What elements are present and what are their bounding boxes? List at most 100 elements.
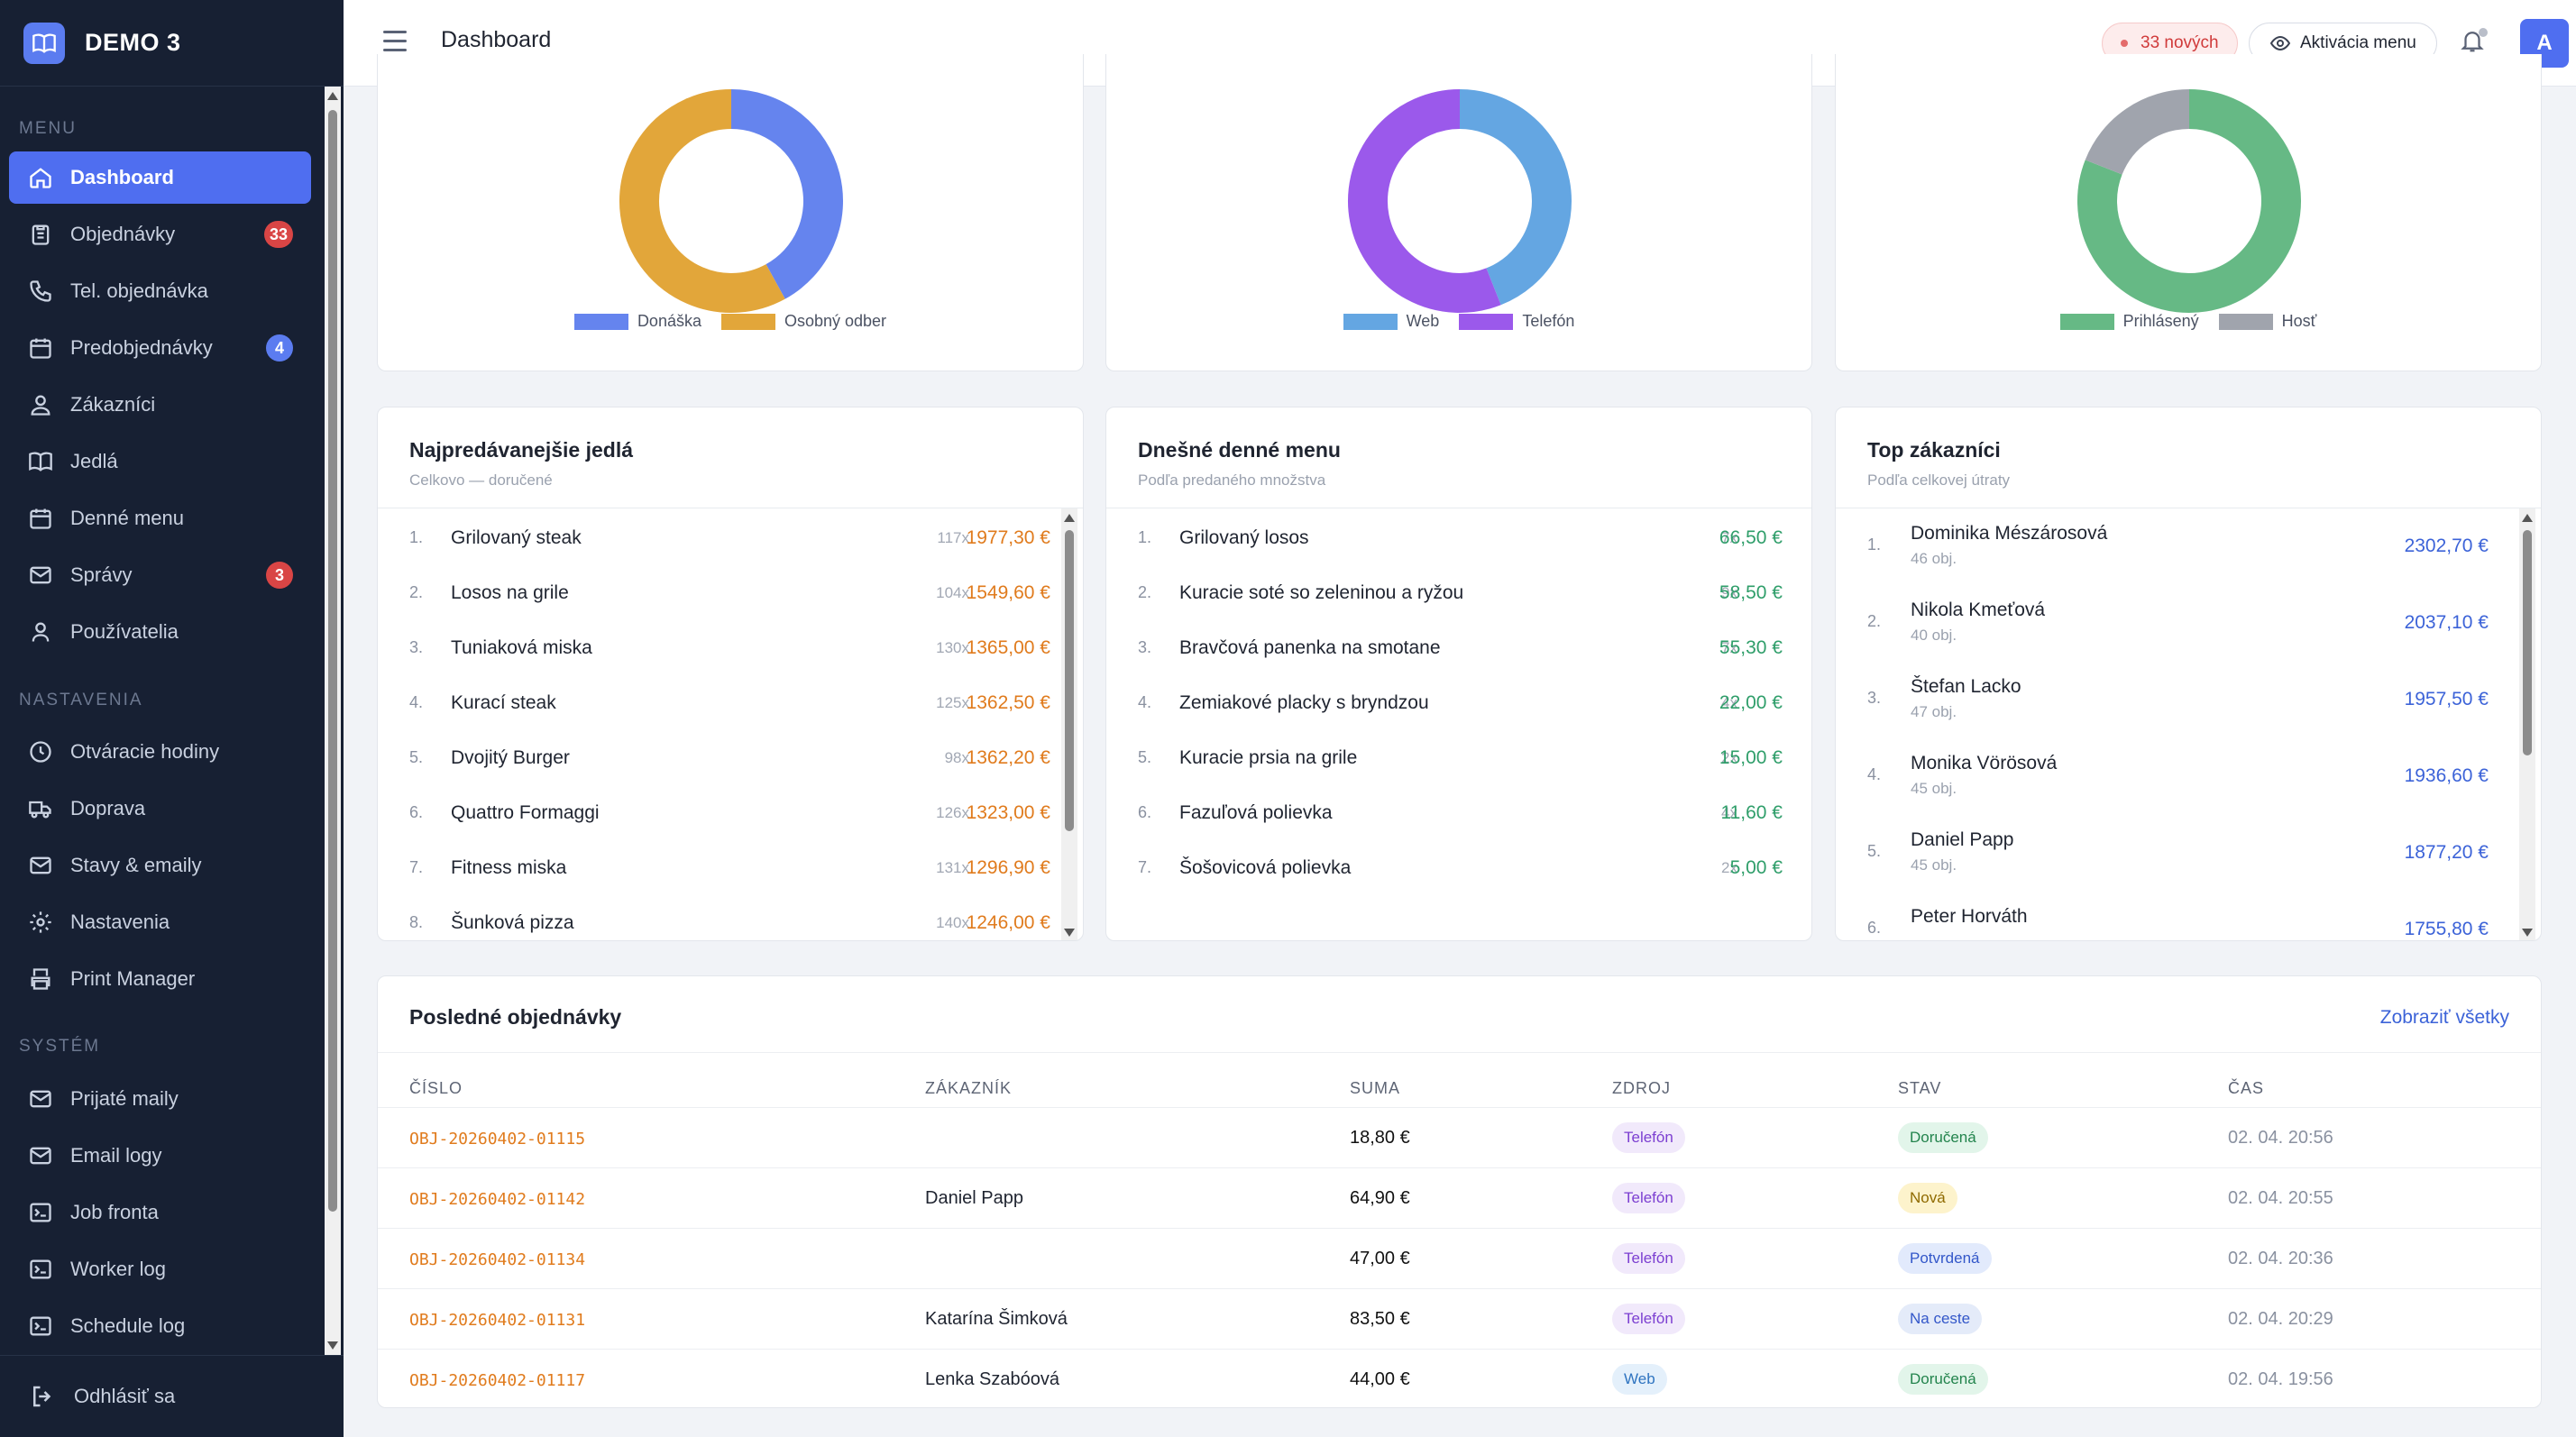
card-subtitle: Celkovo — doručené [409, 471, 553, 489]
sidebar-item-label: Dashboard [70, 166, 174, 188]
scroll-down-arrow-icon[interactable] [2522, 929, 2533, 937]
legend-label: Osobný odber [784, 312, 887, 330]
revenue-amount: 15,00 € [1719, 746, 1783, 768]
sidebar-item-daily-menu[interactable]: Denné menu [9, 492, 311, 545]
order-row[interactable]: OBJ-20260402-01117 Lenka Szabóová 44,00 € W… [378, 1349, 2541, 1407]
sidebar-item-opening-hours[interactable]: Otváracie hodiny [9, 726, 311, 778]
sidebar-item-received-mails[interactable]: Prijaté maily [9, 1073, 311, 1125]
top-dishes-scrollbar[interactable] [1061, 508, 1077, 940]
logout-icon [33, 1386, 51, 1407]
section-label-settings: NASTAVENIA [19, 691, 143, 709]
order-source-badge: Telefón [1612, 1304, 1685, 1334]
show-all-orders-link[interactable]: Zobraziť všetky [2379, 1007, 2509, 1028]
order-sum: 18,80 € [1350, 1128, 1410, 1148]
scroll-down-arrow-icon[interactable] [1064, 929, 1075, 937]
sold-count: 4x [1721, 803, 1737, 821]
customer-spend: 1877,20 € [2404, 842, 2489, 863]
legend-label: Web [1406, 312, 1440, 330]
order-time: 02. 04. 20:36 [2228, 1249, 2333, 1268]
hamburger-menu-icon[interactable] [383, 31, 407, 52]
sidebar-item-settings[interactable]: Nastavenia [9, 896, 311, 948]
rank: 4. [409, 693, 424, 711]
terminal-icon [27, 1199, 54, 1226]
sidebar-item-label: Používatelia [70, 620, 179, 643]
top-customers-card: Top zákazníci Podľa celkovej útraty 1. Do… [1835, 407, 2542, 941]
menu-item-name: Grilovaný losos [1179, 526, 1309, 548]
header-divider [378, 1052, 2541, 1053]
notifications-bell-icon[interactable] [2459, 27, 2489, 58]
sidebar-item-statuses-emails[interactable]: Stavy & emaily [9, 839, 311, 892]
top-customers-scrollbar[interactable] [2519, 508, 2535, 940]
legend: Donáška Osobný odber [378, 312, 1083, 331]
sidebar-item-users[interactable]: Používatelia [9, 606, 311, 658]
phone-icon [27, 278, 54, 305]
card-subtitle: Podľa predaného množstva [1138, 471, 1326, 489]
customer-spend: 2302,70 € [2404, 535, 2489, 556]
sold-count: 104x [936, 583, 969, 601]
sidebar-item-messages[interactable]: Správy 3 [9, 549, 311, 601]
menu-row: 4. Zemiakové placky s bryndzou 4x 22,00 € [1106, 675, 1811, 730]
column-header-customer: ZÁKAZNÍK [925, 1079, 1013, 1097]
recent-orders-card: Posledné objednávky Zobraziť všetky ČÍSL… [377, 975, 2542, 1408]
order-row[interactable]: OBJ-20260402-01142 Daniel Papp 64,90 € Tele… [378, 1167, 2541, 1228]
order-row[interactable]: OBJ-20260402-01134 47,00 € Telefón Potvrden… [378, 1228, 2541, 1288]
order-time: 02. 04. 19:56 [2228, 1369, 2333, 1389]
brand[interactable]: DEMO 3 [0, 0, 344, 87]
sidebar-item-phone-order[interactable]: Tel. objednávka [9, 265, 311, 317]
scroll-up-arrow-icon[interactable] [327, 92, 338, 100]
order-row[interactable]: OBJ-20260402-01131 Katarína Šimková 83,50 … [378, 1288, 2541, 1349]
order-number-link[interactable]: OBJ-20260402-01142 [409, 1190, 586, 1209]
sidebar-item-orders[interactable]: Objednávky 33 [9, 208, 311, 261]
scroll-up-arrow-icon[interactable] [1064, 514, 1075, 522]
order-number-link[interactable]: OBJ-20260402-01134 [409, 1250, 586, 1269]
logout-button[interactable]: Odhlásiť sa [0, 1355, 344, 1437]
sidebar-item-dashboard[interactable]: Dashboard [9, 151, 311, 204]
scrollbar-thumb[interactable] [2523, 530, 2532, 755]
column-header-source: ZDROJ [1612, 1079, 1671, 1097]
customer-name: Monika Vörösová [1911, 753, 2058, 773]
customer-order-count: 45 obj. [1911, 780, 1957, 797]
sold-count: 140x [936, 913, 969, 931]
order-sum: 64,90 € [1350, 1188, 1410, 1208]
legend-label: Hosť [2281, 312, 2317, 330]
revenue-amount: 58,50 € [1719, 581, 1783, 603]
scrollbar-thumb[interactable] [1065, 530, 1074, 831]
customer-row: 1. Dominika Mészárosová 46 obj. 2302,70 € [1836, 510, 2541, 587]
customer-order-count: 40 obj. [1911, 627, 1957, 644]
order-number-link[interactable]: OBJ-20260402-01131 [409, 1311, 586, 1330]
order-status-badge: Doručená [1898, 1364, 1988, 1395]
revenue-amount: 1246,00 € [966, 911, 1050, 933]
sidebar-item-delivery[interactable]: Doprava [9, 783, 311, 835]
customer-name: Peter Horváth [1911, 906, 2028, 927]
sidebar-item-preorders[interactable]: Predobjednávky 4 [9, 322, 311, 374]
donut-slice [2085, 89, 2190, 176]
sold-count: 4x [1721, 693, 1737, 711]
sidebar-item-customers[interactable]: Zákazníci [9, 379, 311, 431]
menu-row: 2. Kuracie soté so zeleninou a ryžou 9x 58,… [1106, 565, 1811, 620]
sold-count: 2x [1721, 748, 1737, 766]
logout-label: Odhlásiť sa [74, 1385, 176, 1407]
card-title: Posledné objednávky [409, 1005, 622, 1029]
dish-name: Quattro Formaggi [451, 801, 600, 823]
sidebar-item-job-queue[interactable]: Job fronta [9, 1186, 311, 1239]
rank: 2. [1867, 612, 1882, 630]
order-row[interactable]: OBJ-20260402-01115 18,80 € Telefón Doručená… [378, 1107, 2541, 1167]
sidebar-item-dishes[interactable]: Jedlá [9, 435, 311, 488]
scroll-down-arrow-icon[interactable] [327, 1341, 338, 1350]
sidebar-item-label: Doprava [70, 797, 146, 819]
order-time: 02. 04. 20:29 [2228, 1309, 2333, 1329]
menu-item-name: Kuracie soté so zeleninou a ryžou [1179, 581, 1464, 603]
sidebar-scrollbar[interactable] [325, 87, 341, 1355]
customer-row: 3. Štefan Lacko 47 obj. 1957,50 € [1836, 664, 2541, 740]
sidebar: DEMO 3 MENU Dashboard Objednávky 33 Tel.… [0, 0, 344, 1437]
order-number-link[interactable]: OBJ-20260402-01117 [409, 1371, 586, 1390]
sidebar-item-worker-log[interactable]: Worker log [9, 1243, 311, 1295]
scrollbar-thumb[interactable] [328, 110, 337, 1212]
order-number-link[interactable]: OBJ-20260402-01115 [409, 1130, 586, 1149]
gear-icon [27, 909, 54, 936]
scroll-up-arrow-icon[interactable] [2522, 514, 2533, 522]
sidebar-item-email-logs[interactable]: Email logy [9, 1130, 311, 1182]
dish-row: 1. Grilovaný steak 117x 1977,30 € [378, 510, 1083, 565]
sidebar-item-schedule-log[interactable]: Schedule log [9, 1300, 311, 1352]
sidebar-item-print-manager[interactable]: Print Manager [9, 953, 311, 1005]
